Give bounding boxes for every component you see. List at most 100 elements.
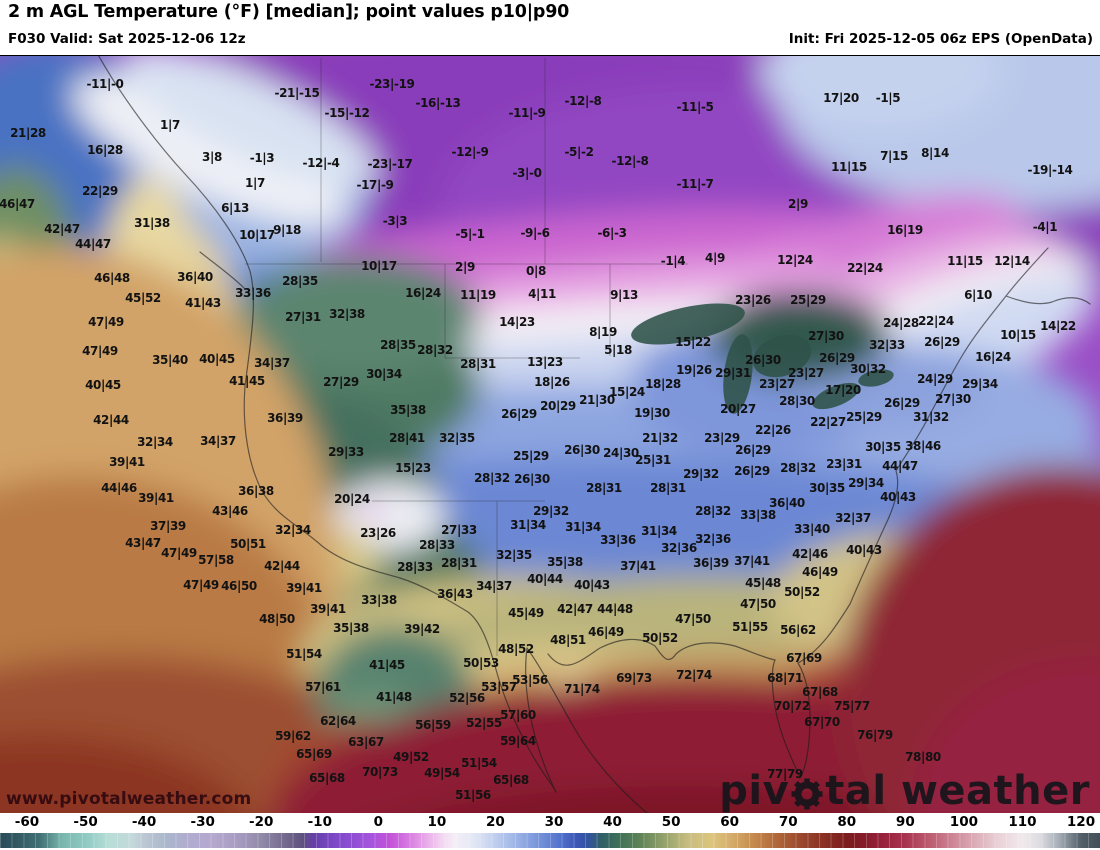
point-value-label: 31|34 — [510, 518, 546, 532]
point-value-label: 42|47 — [44, 222, 80, 236]
point-value-label: 40|45 — [199, 352, 235, 366]
point-value-label: 23|26 — [360, 526, 396, 540]
point-value-label: 12|14 — [994, 254, 1030, 268]
point-value-label: 22|26 — [755, 423, 791, 437]
point-value-label: -6|-3 — [597, 226, 627, 240]
point-value-label: 11|15 — [831, 160, 867, 174]
point-value-label: 62|64 — [320, 714, 356, 728]
logo-text-left: piv — [719, 768, 790, 813]
point-value-label: 32|35 — [439, 431, 475, 445]
point-value-label: 37|41 — [620, 559, 656, 573]
point-value-label: 29|34 — [962, 377, 998, 391]
point-value-label: 36|40 — [769, 496, 805, 510]
point-value-label: -11|-0 — [86, 77, 124, 91]
point-value-label: 20|29 — [540, 399, 576, 413]
colorbar-tick-label: -30 — [190, 814, 215, 830]
point-value-label: 32|34 — [137, 435, 173, 449]
point-value-label: 46|49 — [802, 565, 838, 579]
point-value-label: 40|43 — [574, 578, 610, 592]
point-value-label: 7|15 — [880, 149, 908, 163]
point-value-label: 15|22 — [675, 335, 711, 349]
point-value-label: 8|19 — [589, 325, 617, 339]
point-value-label: 23|26 — [735, 293, 771, 307]
point-value-label: 27|31 — [285, 310, 321, 324]
point-value-label: 30|32 — [850, 362, 886, 376]
temperature-field-blobs — [0, 56, 1100, 813]
point-value-label: 51|54 — [286, 647, 322, 661]
point-value-label: 27|30 — [935, 392, 971, 406]
point-value-label: 32|37 — [835, 511, 871, 525]
point-value-label: -4|1 — [1032, 220, 1058, 234]
point-value-label: 25|31 — [635, 453, 671, 467]
point-value-label: 21|28 — [10, 126, 46, 140]
colorbar-tick-label: 100 — [949, 814, 978, 830]
point-value-label: 27|29 — [323, 375, 359, 389]
point-value-label: 27|30 — [808, 329, 844, 343]
point-value-label: 43|46 — [212, 504, 248, 518]
point-value-label: 78|80 — [905, 750, 941, 764]
point-value-label: 31|32 — [913, 410, 949, 424]
point-value-label: 68|71 — [767, 671, 803, 685]
point-value-label: 70|73 — [362, 765, 398, 779]
point-values-layer: -11|-0 -21|-15 -23|-19 -16|-13 -11|-9 -15|-12… — [0, 56, 1100, 813]
point-value-label: 9|13 — [610, 288, 638, 302]
temperature-map[interactable]: -11|-0 -21|-15 -23|-19 -16|-13 -11|-9 -15|-12… — [0, 55, 1100, 813]
point-value-label: 65|68 — [493, 773, 529, 787]
point-value-label: 42|47 — [557, 602, 593, 616]
point-value-label: 50|53 — [463, 656, 499, 670]
point-value-label: 36|38 — [238, 484, 274, 498]
point-value-label: 11|19 — [460, 288, 496, 302]
point-value-label: 25|29 — [790, 293, 826, 307]
temperature-field — [0, 56, 1100, 813]
point-value-label: 24|30 — [603, 446, 639, 460]
point-value-label: 33|36 — [600, 533, 636, 547]
point-value-label: -12|-8 — [564, 94, 602, 108]
point-value-label: 26|30 — [564, 443, 600, 457]
point-value-label: -11|-5 — [676, 100, 714, 114]
point-value-label: 44|47 — [882, 459, 918, 473]
point-value-label: 26|29 — [735, 443, 771, 457]
point-value-label: 63|67 — [348, 735, 384, 749]
point-value-label: 52|56 — [449, 691, 485, 705]
point-value-label: 50|52 — [784, 585, 820, 599]
point-value-label: 49|52 — [393, 750, 429, 764]
point-value-label: 26|29 — [884, 396, 920, 410]
point-value-label: 10|15 — [1000, 328, 1036, 342]
point-value-label: 40|43 — [846, 543, 882, 557]
point-value-label: 31|38 — [134, 216, 170, 230]
point-value-label: 70|72 — [774, 699, 810, 713]
point-value-label: 45|52 — [125, 291, 161, 305]
colorbar-tick-label: 10 — [427, 814, 447, 830]
point-value-label: 65|69 — [296, 747, 332, 761]
point-value-label: 33|40 — [794, 522, 830, 536]
point-value-label: 32|38 — [329, 307, 365, 321]
point-value-label: 37|41 — [734, 554, 770, 568]
point-value-label: 8|14 — [921, 146, 949, 160]
point-value-label: 28|33 — [397, 560, 433, 574]
point-value-label: 21|30 — [579, 393, 615, 407]
point-value-label: -3|3 — [382, 214, 408, 228]
point-value-label: 16|28 — [87, 143, 123, 157]
point-value-label: 10|17 — [361, 259, 397, 273]
point-value-label: 3|8 — [202, 150, 222, 164]
point-value-label: 36|43 — [437, 587, 473, 601]
point-value-label: 31|34 — [565, 520, 601, 534]
colorbar-tick-label: 70 — [778, 814, 798, 830]
point-value-label: 59|62 — [275, 729, 311, 743]
point-value-label: 28|33 — [419, 538, 455, 552]
point-value-label: 47|49 — [82, 344, 118, 358]
colorbar-tick-label: 50 — [661, 814, 681, 830]
point-value-label: 46|49 — [588, 625, 624, 639]
point-value-label: 40|43 — [880, 490, 916, 504]
point-value-label: 10|17 — [239, 228, 275, 242]
point-value-label: 18|28 — [645, 377, 681, 391]
point-value-label: 46|50 — [221, 579, 257, 593]
point-value-label: 75|77 — [834, 699, 870, 713]
point-value-label: 19|26 — [676, 363, 712, 377]
point-value-label: 23|27 — [759, 377, 795, 391]
point-value-label: 29|31 — [715, 366, 751, 380]
point-value-label: 45|48 — [745, 576, 781, 590]
map-header: 2 m AGL Temperature (°F) [median]; point… — [0, 0, 1100, 55]
point-value-label: 36|40 — [177, 270, 213, 284]
